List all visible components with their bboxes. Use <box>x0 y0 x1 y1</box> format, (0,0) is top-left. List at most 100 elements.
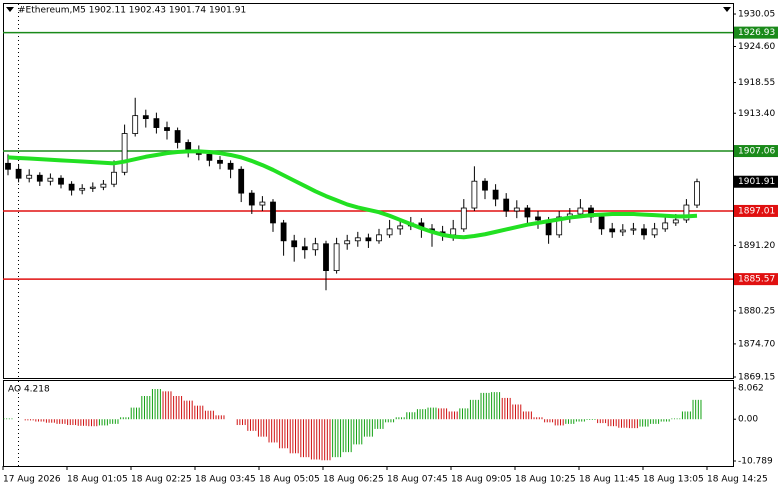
ao-bar <box>77 419 87 426</box>
ao-bar <box>501 397 511 420</box>
level-label: 1897.01 <box>738 206 775 216</box>
ao-bar <box>194 405 204 420</box>
candle-body <box>619 229 626 233</box>
ao-bar <box>353 419 363 445</box>
ao-bar <box>628 419 638 429</box>
candle-body <box>248 192 255 206</box>
x-tick-label: 18 Aug 11:45 <box>579 475 640 485</box>
candle-body <box>323 243 329 272</box>
ao-bar <box>204 410 214 420</box>
candle-body <box>513 207 520 212</box>
y-tick-label: 1891.20 <box>738 241 775 251</box>
ao-bar <box>151 389 161 420</box>
ao-bar <box>321 419 331 461</box>
ao-bar <box>24 419 34 421</box>
ao-bar <box>491 392 501 420</box>
candle-body <box>174 130 181 143</box>
ao-bar <box>257 419 267 437</box>
candle-body <box>672 219 679 224</box>
candle-body <box>238 168 245 194</box>
ao-bar <box>35 419 45 422</box>
candle-body <box>79 187 86 191</box>
candle-body <box>217 159 223 164</box>
candle-body <box>5 162 11 170</box>
level-tag <box>734 175 778 188</box>
ao-bar <box>247 419 257 431</box>
level-tag <box>734 273 778 286</box>
ao-bar <box>236 419 246 426</box>
x-tick-label: 18 Aug 02:25 <box>131 475 192 485</box>
candle-body <box>609 228 616 233</box>
ao-bar <box>480 392 490 420</box>
ao-bar <box>650 419 660 424</box>
x-tick-label: 18 Aug 06:25 <box>323 475 384 485</box>
x-tick-label: 18 Aug 10:25 <box>515 475 576 485</box>
candle-body <box>68 183 75 191</box>
ao-bar <box>544 419 554 423</box>
candle-body <box>270 201 276 224</box>
candle-body <box>227 162 234 170</box>
ao-bar <box>279 419 289 449</box>
candle-body <box>15 168 22 179</box>
candle-body <box>47 177 54 182</box>
ao-bar <box>130 407 140 420</box>
candle-body <box>301 246 308 251</box>
candle-body <box>280 222 287 242</box>
x-tick-label: 18 Aug 01:05 <box>67 475 128 485</box>
ao-bar <box>310 419 320 460</box>
x-tick-label: 18 Aug 09:05 <box>451 475 512 485</box>
ao-bar <box>671 418 681 420</box>
main-frame <box>3 3 734 379</box>
candle-body <box>89 186 96 189</box>
y-tick-label: 1918.55 <box>738 78 775 88</box>
level-label: 1885.57 <box>738 275 775 285</box>
candle-body <box>662 222 669 230</box>
y-tick-label: -10.789 <box>738 457 773 467</box>
ao-bar <box>575 419 585 422</box>
ao-bar <box>522 411 532 420</box>
candle-body <box>206 153 213 161</box>
candle-body <box>164 127 170 131</box>
y-tick-label: 1869.15 <box>738 372 775 382</box>
ao-bar <box>98 419 108 426</box>
ao-bar <box>385 419 395 423</box>
candle-body <box>386 228 393 236</box>
candle-body <box>354 237 361 242</box>
x-tick-label: 18 Aug 14:25 <box>707 475 768 485</box>
y-tick-label: 0.00 <box>738 415 758 425</box>
y-tick-label: 1913.40 <box>738 109 775 119</box>
candle-body <box>291 240 298 248</box>
ao-bar <box>597 419 607 424</box>
ao-bar <box>607 419 617 427</box>
candle-body <box>132 115 139 134</box>
candle-body <box>694 181 700 206</box>
ao-bar <box>406 412 416 420</box>
shift-icon[interactable] <box>723 7 731 12</box>
ao-bar <box>300 419 310 458</box>
candle-body <box>36 174 43 182</box>
ao-bar <box>88 419 98 427</box>
ao-bar <box>374 419 384 429</box>
candle-body <box>121 133 128 173</box>
candle-body <box>111 171 117 185</box>
y-tick-label: 8.062 <box>738 384 764 394</box>
candle-body <box>524 207 531 218</box>
ao-frame <box>3 380 734 467</box>
ao-bar <box>289 419 299 454</box>
candle-body <box>683 204 690 221</box>
candle-body <box>556 216 563 236</box>
ao-bar <box>363 419 373 437</box>
menu-icon[interactable] <box>6 7 14 12</box>
ao-bar <box>586 419 596 420</box>
ao-bar <box>448 411 458 420</box>
candle-body <box>630 228 637 231</box>
ao-bar <box>141 395 151 420</box>
ao-title: AO 4.218 <box>8 385 50 395</box>
level-tag <box>734 204 778 217</box>
candle-body <box>471 180 478 209</box>
candle-body <box>365 237 372 242</box>
ao-bar <box>438 408 448 420</box>
candle-body <box>259 201 266 206</box>
ao-bar <box>692 399 702 420</box>
x-tick-label: 18 Aug 03:45 <box>195 475 256 485</box>
